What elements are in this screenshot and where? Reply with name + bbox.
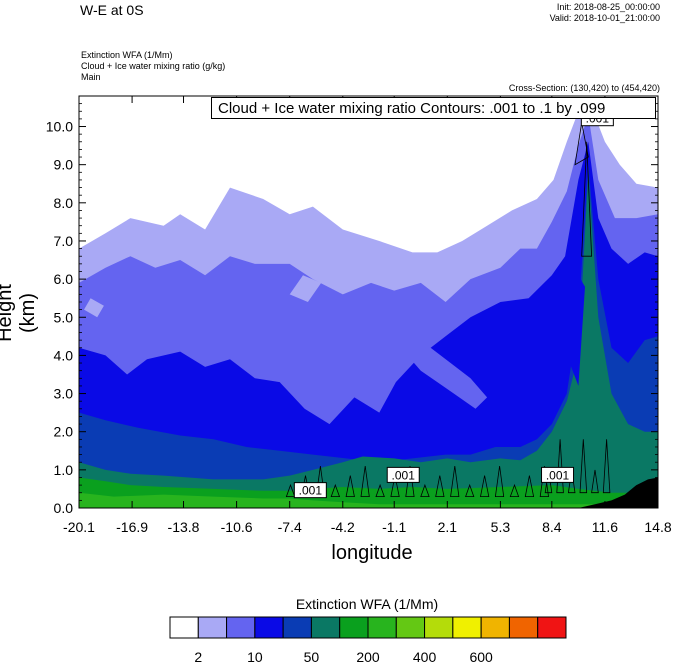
contour-label-box	[386, 466, 420, 483]
y-tick-label: 7.0	[54, 233, 74, 249]
colorbar-title: Extinction WFA (1/Mm)	[295, 596, 439, 612]
y-tick-label: 4.0	[54, 347, 74, 363]
colorbar-label: 600	[469, 649, 493, 665]
time-info: Init: 2018-08-25_00:00:00 Valid: 2018-10…	[550, 2, 660, 24]
cloud-contour	[591, 469, 599, 494]
y-tick-label: 3.0	[54, 386, 74, 402]
cloud-contour	[420, 483, 430, 497]
y-tick-label: 1.0	[54, 462, 74, 478]
colorbar-swatch	[452, 616, 482, 639]
domain-label: Main	[81, 72, 101, 82]
colorbar-swatch	[169, 616, 199, 639]
cloud-contour	[345, 475, 355, 497]
colorbar: 2 10 50 200 400 600	[169, 616, 567, 665]
colorbar-swatch	[480, 616, 510, 639]
cloud-contour	[390, 475, 400, 497]
cross-section-label: Cross-Section: (130,420) to (454,420)	[508, 83, 660, 93]
x-tick-label: 2.1	[438, 519, 458, 535]
contour-label-box	[293, 482, 327, 499]
cloud-contour	[602, 439, 611, 494]
cloud-contour	[556, 439, 564, 494]
colorbar-label: 10	[247, 649, 263, 665]
valid-time: Valid: 2018-10-01_21:00:00	[549, 13, 660, 23]
y-axis: 0.0 1.0 2.0 3.0 4.0 5.0 6.0 7.0 8.0 9.0 10.0	[46, 95, 658, 516]
colorbar-label: 50	[304, 649, 320, 665]
colorbar-label: 200	[356, 649, 380, 665]
x-axis: -20.1 -16.9 -13.8 -10.6 -7.4 -4.2 -1.1 2.1 5.3 8.…	[63, 96, 672, 535]
colorbar-label: 400	[413, 649, 437, 665]
colorbar-swatch	[310, 616, 341, 639]
x-tick-label: -1.1	[382, 519, 406, 535]
contour-label: .001	[546, 468, 570, 482]
x-tick-label: -13.8	[168, 519, 200, 535]
colorbar-swatch	[395, 616, 426, 639]
cloud-contour	[509, 483, 520, 497]
colorbar-swatch	[424, 616, 454, 639]
y-tick-label: 5.0	[54, 309, 74, 325]
pocket-light-blue	[289, 275, 322, 302]
colorbar-swatch	[367, 616, 397, 639]
y-tick-label: 9.0	[54, 157, 74, 173]
extinction-field: .001.001.001.001	[79, 96, 658, 508]
variable-label-1: Extinction WFA (1/Mm)	[81, 50, 173, 60]
cloud-contour	[581, 141, 593, 257]
contour-label: .001	[392, 468, 416, 482]
x-axis-label: longitude	[331, 542, 413, 564]
region-light-green	[79, 492, 658, 508]
pocket-medium-blue	[394, 340, 488, 409]
contour-info-box: Cloud + Ice water mixing ratio Contours:…	[211, 97, 656, 119]
cloud-contour	[480, 475, 490, 497]
colorbar-label: 2	[194, 649, 202, 665]
cloud-contour	[285, 483, 296, 497]
init-time: Init: 2018-08-25_00:00:00	[556, 2, 660, 12]
page-title: W-E at 0S	[80, 2, 144, 18]
cloud-contour	[360, 465, 370, 497]
contour-label: .001	[299, 484, 323, 498]
y-axis-label: Height (km)	[0, 284, 39, 342]
x-tick-label: -20.1	[63, 519, 95, 535]
y-tick-label: 0.0	[54, 500, 74, 516]
cloud-contour	[579, 439, 588, 494]
cloud-contour	[524, 475, 535, 497]
x-tick-label: -16.9	[116, 519, 148, 535]
cloud-contour	[574, 122, 589, 166]
pocket-light-blue-2	[84, 298, 104, 318]
colorbar-swatch	[339, 616, 369, 639]
terrain	[578, 477, 658, 508]
y-tick-label: 2.0	[54, 424, 74, 440]
cloud-contour	[435, 475, 445, 497]
y-tick-label: 10.0	[46, 119, 73, 135]
x-tick-label: 14.8	[644, 519, 671, 535]
colorbar-swatch	[508, 616, 539, 639]
colorbar-swatch	[226, 616, 256, 639]
cloud-contour	[450, 465, 460, 497]
x-tick-label: -7.4	[278, 519, 302, 535]
region-teal	[79, 172, 658, 508]
cloud-contour	[330, 483, 341, 497]
colorbar-swatch	[254, 616, 284, 639]
y-tick-label: 8.0	[54, 195, 74, 211]
colorbar-swatch	[537, 616, 567, 639]
colorbar-swatch	[197, 616, 228, 639]
colorbar-swatch	[282, 616, 312, 639]
cloud-contour	[375, 483, 385, 497]
x-tick-label: 5.3	[491, 519, 511, 535]
pocket-blue	[555, 263, 585, 386]
region-blue	[79, 141, 658, 508]
cloud-contour	[465, 483, 475, 497]
variable-label-2: Cloud + Ice water mixing ratio (g/kg)	[81, 61, 226, 71]
y-tick-label: 6.0	[54, 271, 74, 287]
contour-label-box	[541, 466, 575, 483]
cloud-contour	[494, 465, 505, 497]
x-tick-label: -10.6	[221, 519, 253, 535]
x-tick-label: 11.6	[592, 519, 618, 535]
x-tick-label: 8.4	[542, 519, 562, 535]
x-tick-label: -4.2	[331, 519, 355, 535]
